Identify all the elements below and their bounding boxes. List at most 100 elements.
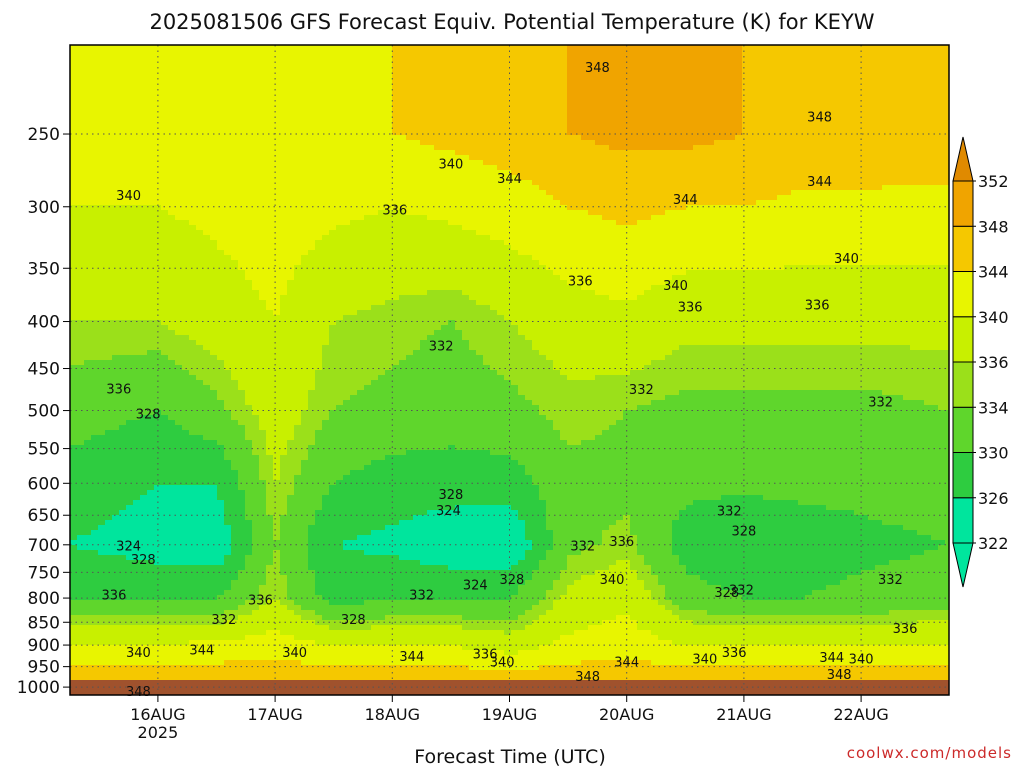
- contour-label: 332: [729, 584, 754, 599]
- contour-label: 344: [807, 175, 832, 190]
- contour-label: 336: [609, 535, 634, 550]
- contour-label: 340: [116, 189, 141, 204]
- credit-text: coolwx.com/models: [847, 744, 1012, 762]
- y-tick-label: 1000: [17, 678, 60, 698]
- contour-label: 340: [692, 652, 717, 667]
- contour-label: 348: [807, 111, 832, 126]
- x-tick-sublabel: 2025: [138, 723, 179, 742]
- contour-label: 344: [497, 172, 522, 187]
- y-tick-label: 700: [28, 536, 60, 556]
- colorbar-tick-label: 334: [978, 398, 1009, 417]
- contour-label: 328: [136, 408, 161, 423]
- contour-label: 340: [600, 573, 625, 588]
- contour-label: 336: [102, 589, 127, 604]
- colorbar-segment: [953, 272, 973, 317]
- y-tick-label: 500: [28, 402, 60, 422]
- x-tick-label: 22AUG: [833, 705, 888, 724]
- contour-label: 344: [819, 651, 844, 666]
- contour-label: 332: [868, 396, 893, 411]
- contour-label: 348: [126, 685, 151, 700]
- contour-label: 328: [500, 573, 525, 588]
- contour-label: 340: [490, 655, 515, 670]
- ground-band: [70, 680, 949, 695]
- contour-label: 332: [211, 613, 236, 628]
- contour-label: 336: [248, 594, 273, 609]
- contour-label: 328: [131, 553, 156, 568]
- y-tick-label: 850: [28, 613, 60, 633]
- contour-label: 336: [382, 204, 407, 219]
- y-tick-label: 650: [28, 506, 60, 526]
- x-tick-label: 20AUG: [599, 705, 654, 724]
- contour-label: 344: [189, 643, 214, 658]
- contour-label: 344: [399, 650, 424, 665]
- x-tick-label: 17AUG: [247, 705, 302, 724]
- colorbar-segment: [953, 453, 973, 498]
- colorbar-tick-label: 344: [978, 263, 1009, 282]
- chart-title: 2025081506 GFS Forecast Equiv. Potential…: [149, 10, 874, 34]
- contour-label: 328: [731, 524, 756, 539]
- contour-label: 324: [436, 504, 461, 519]
- y-tick-label: 800: [28, 589, 60, 609]
- contour-label: 348: [585, 61, 610, 76]
- contour-label: 332: [570, 540, 595, 555]
- contour-label: 336: [568, 275, 593, 290]
- contour-label: 336: [106, 382, 131, 397]
- contour-label: 324: [463, 578, 488, 593]
- colorbar-segment: [953, 362, 973, 407]
- contour-label: 328: [438, 488, 463, 503]
- colorbar-segment: [953, 317, 973, 362]
- colorbar-tick-label: 326: [978, 489, 1009, 508]
- contour-label: 332: [409, 589, 434, 604]
- colorbar-segment: [953, 181, 973, 226]
- y-tick-label: 900: [28, 636, 60, 656]
- colorbar-tick-label: 340: [978, 308, 1009, 327]
- colorbar-tick-label: 352: [978, 172, 1009, 191]
- colorbar-segment: [953, 407, 973, 452]
- contour-label: 332: [878, 573, 903, 588]
- contour-label: 336: [722, 646, 747, 661]
- contour-label: 328: [341, 613, 366, 628]
- x-tick-label: 19AUG: [482, 705, 537, 724]
- contour-label: 336: [678, 300, 703, 315]
- y-tick-label: 400: [28, 313, 60, 333]
- x-tick-label: 16AUG: [130, 705, 185, 724]
- contour-label: 340: [438, 158, 463, 173]
- y-tick-label: 300: [28, 198, 60, 218]
- contour-label: 348: [827, 668, 852, 683]
- x-axis-label: Forecast Time (UTC): [414, 746, 605, 768]
- y-tick-label: 750: [28, 563, 60, 583]
- contour-label: 348: [575, 670, 600, 685]
- colorbar-over-arrow: [953, 137, 973, 181]
- x-tick-label: 21AUG: [716, 705, 771, 724]
- y-tick-label: 450: [28, 360, 60, 380]
- y-tick-label: 550: [28, 440, 60, 460]
- contour-label: 332: [629, 383, 654, 398]
- y-tick-label: 950: [28, 658, 60, 678]
- colorbar-tick-label: 330: [978, 444, 1009, 463]
- contour-label: 340: [834, 252, 859, 267]
- contour-label: 340: [663, 279, 688, 294]
- colorbar: 322 326 330 334 336 340 344 348 352: [953, 137, 1009, 587]
- contour-label: 340: [849, 652, 874, 667]
- contour-label: 344: [614, 655, 639, 670]
- y-tick-label: 350: [28, 259, 60, 279]
- colorbar-segment: [953, 498, 973, 543]
- contour-label: 332: [717, 505, 742, 520]
- colorbar-tick-label: 348: [978, 217, 1009, 236]
- contour-label: 340: [282, 646, 307, 661]
- contour-label: 336: [893, 622, 918, 637]
- contour-label: 336: [805, 298, 830, 313]
- contour-label: 340: [126, 646, 151, 661]
- x-tick-label: 18AUG: [365, 705, 420, 724]
- theta-e-field: [70, 45, 953, 695]
- y-tick-label: 250: [28, 125, 60, 145]
- colorbar-tick-label: 336: [978, 353, 1009, 372]
- colorbar-under-arrow: [953, 543, 973, 587]
- colorbar-segment: [953, 226, 973, 271]
- y-axis: 2503003504004505005506006507007508008509…: [17, 125, 70, 698]
- contour-label: 344: [673, 193, 698, 208]
- contour-label: 332: [429, 340, 454, 355]
- colorbar-tick-label: 322: [978, 534, 1009, 553]
